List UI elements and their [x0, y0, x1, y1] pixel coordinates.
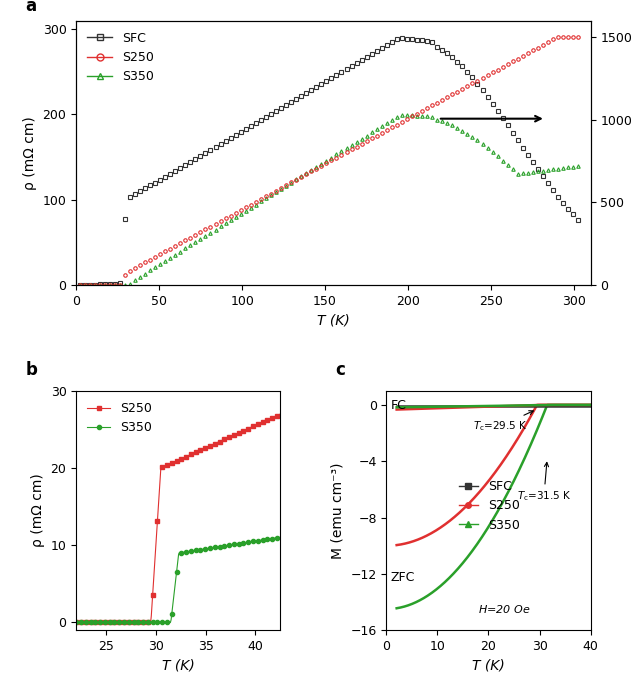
S350	[73, 619, 81, 627]
Text: ZFC: ZFC	[391, 571, 415, 584]
S350	[194, 546, 201, 554]
S250	[73, 619, 81, 627]
Line: S350: S350	[74, 535, 283, 625]
S250	[72, 619, 80, 627]
Legend: SFC, S250, S350: SFC, S250, S350	[83, 27, 159, 88]
S350	[197, 545, 205, 553]
S350	[276, 533, 284, 541]
Legend: SFC, S250, S350: SFC, S250, S350	[454, 475, 525, 536]
X-axis label: T (K): T (K)	[317, 313, 350, 327]
S350	[257, 536, 265, 545]
Text: a: a	[25, 0, 36, 15]
Line: S250: S250	[74, 412, 283, 625]
S350	[72, 619, 80, 627]
Y-axis label: ρ (mΩ cm): ρ (mΩ cm)	[23, 116, 37, 190]
Text: c: c	[335, 361, 345, 379]
X-axis label: T (K): T (K)	[162, 658, 195, 673]
X-axis label: T (K): T (K)	[472, 658, 505, 673]
S250	[276, 410, 284, 418]
Text: $H$=20 Oe: $H$=20 Oe	[478, 603, 531, 615]
Text: FC: FC	[391, 399, 406, 412]
S350	[244, 538, 252, 547]
S250	[194, 447, 201, 456]
S350	[193, 546, 201, 554]
S250	[257, 419, 265, 427]
Text: $T_{\rm c}$=29.5 K: $T_{\rm c}$=29.5 K	[473, 411, 533, 433]
Y-axis label: ρ (mΩ cm): ρ (mΩ cm)	[31, 473, 45, 547]
Y-axis label: M (emu cm⁻³): M (emu cm⁻³)	[331, 462, 345, 559]
Legend: S250, S350: S250, S350	[83, 397, 157, 439]
Text: $T_{\rm c}$=31.5 K: $T_{\rm c}$=31.5 K	[516, 462, 572, 503]
S250	[193, 447, 201, 456]
S250	[244, 425, 252, 433]
Text: b: b	[25, 361, 37, 379]
S250	[197, 446, 205, 454]
